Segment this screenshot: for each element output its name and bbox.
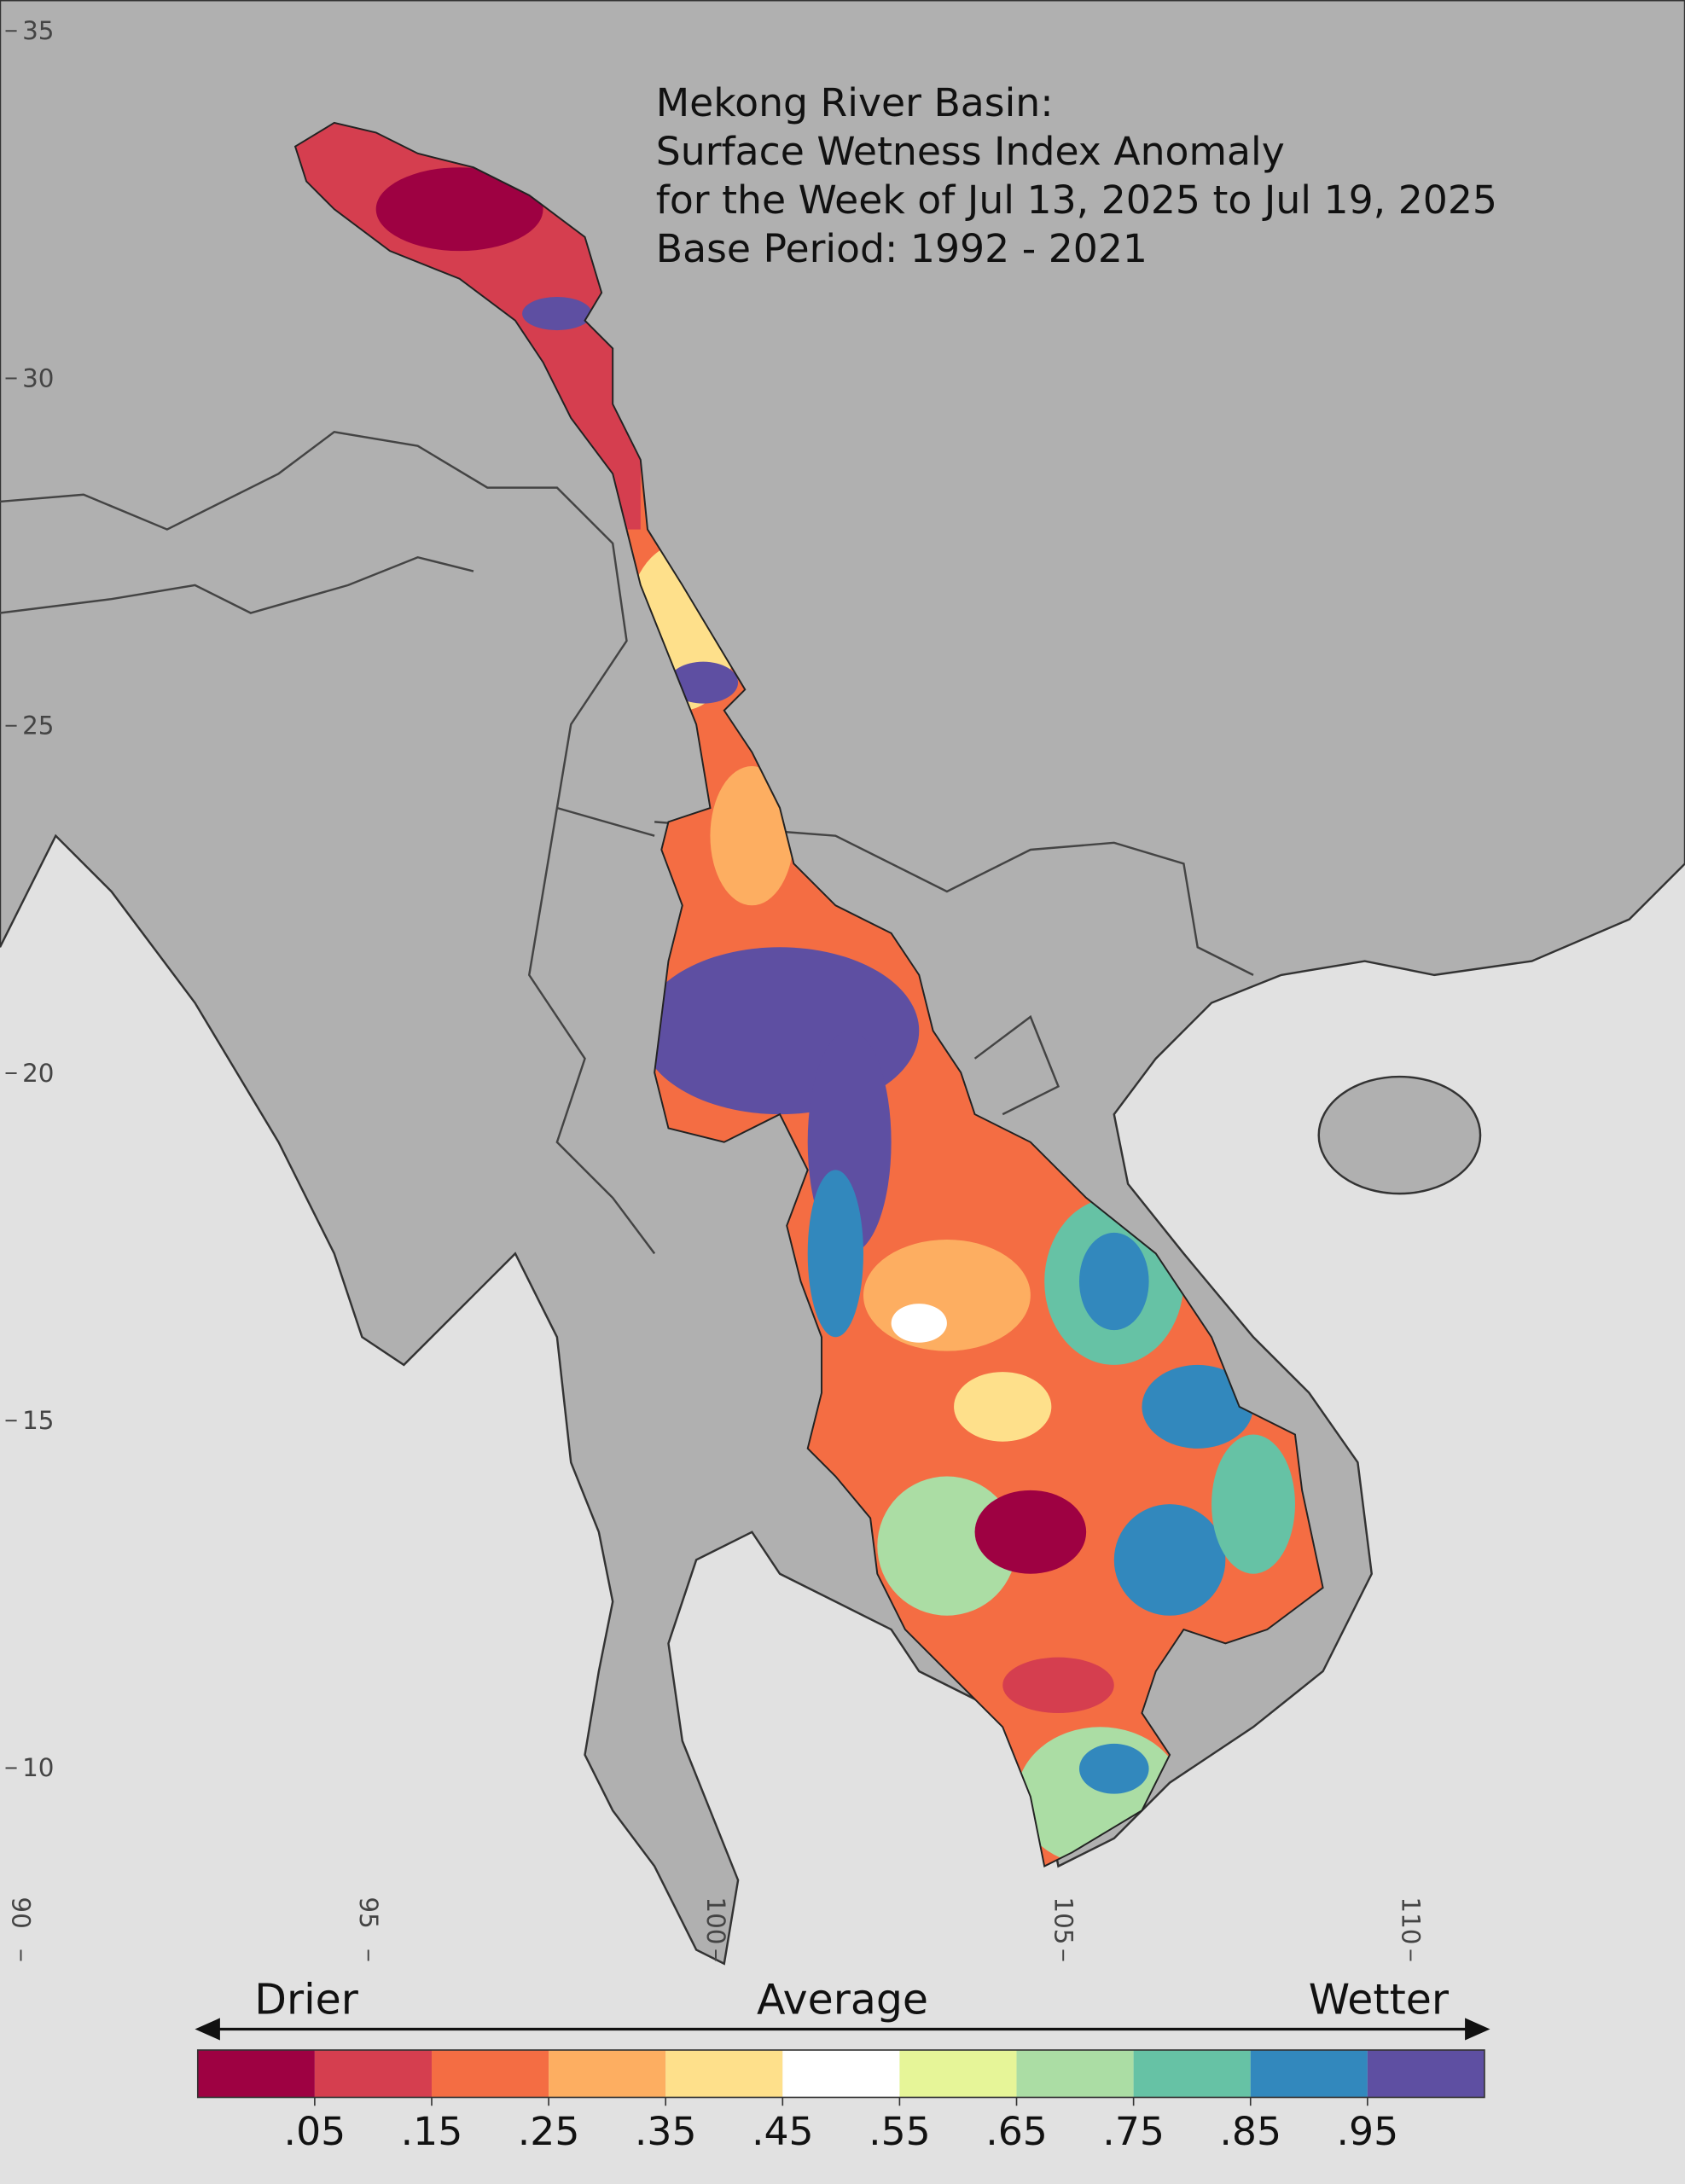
color-box xyxy=(197,2049,315,2098)
color-box xyxy=(314,2049,432,2098)
color-box xyxy=(549,2049,666,2098)
color-box xyxy=(665,2049,783,2098)
lon-tick-label: 95 xyxy=(354,1896,383,1928)
colorbar: Drier Average Wetter .05 .15 .25 .35 .45 .55.… xyxy=(195,1976,1490,2154)
lat-tick-label: 30 xyxy=(22,363,54,392)
title-block: Mekong River Basin:Surface Wetness Index… xyxy=(656,80,1497,271)
arrow-head xyxy=(1465,2018,1490,2041)
color-box xyxy=(1250,2049,1368,2098)
lat-tick-label: 25 xyxy=(22,712,54,741)
title-line: Surface Wetness Index Anomaly xyxy=(656,129,1285,174)
title-line: Base Period: 1992 - 2021 xyxy=(656,226,1148,271)
color-box xyxy=(899,2049,1017,2098)
colorbar-tick-label: .45 xyxy=(752,2109,814,2154)
colorbar-tick-label: .15 xyxy=(401,2109,463,2154)
lat-tick-label: 15 xyxy=(22,1406,54,1435)
lon-tick-label: 110 xyxy=(1397,1896,1426,1944)
color-box xyxy=(1016,2049,1134,2098)
arrow-head xyxy=(195,2018,220,2041)
colorbar-tick-label: .25 xyxy=(518,2109,580,2154)
title-line: Mekong River Basin: xyxy=(656,80,1054,125)
colorbar-tick-label: .65 xyxy=(985,2109,1048,2154)
color-box xyxy=(431,2049,549,2098)
colorbar-tick-label: .55 xyxy=(869,2109,931,2154)
color-box xyxy=(1133,2049,1251,2098)
lon-tick-label: 100 xyxy=(701,1896,730,1944)
colorbar-frame xyxy=(196,2049,1485,2099)
axis-ticks: 35 30 25 20 15 10 90 95 100 105 110 xyxy=(5,16,1426,1961)
colorbar-tick-label: .85 xyxy=(1219,2109,1281,2154)
average-label: Average xyxy=(757,1976,928,2024)
lat-tick-label: 10 xyxy=(22,1753,54,1782)
lat-tick-label: 20 xyxy=(22,1059,54,1088)
island xyxy=(1317,1075,1482,1195)
lat-tick-label: 35 xyxy=(22,16,54,45)
color-box xyxy=(1367,2049,1485,2098)
color-box xyxy=(782,2049,900,2098)
lon-tick-label: 90 xyxy=(7,1896,36,1928)
colorbar-tick-label: .95 xyxy=(1337,2109,1399,2154)
wetter-label: Wetter xyxy=(1309,1976,1450,2024)
colorbar-tick-label: .35 xyxy=(635,2109,697,2154)
lon-tick-label: 105 xyxy=(1049,1896,1078,1944)
colorbar-tick-label: .75 xyxy=(1102,2109,1165,2154)
drier-label: Drier xyxy=(254,1976,359,2024)
borders xyxy=(0,431,1281,1471)
title-line: for the Week of Jul 13, 2025 to Jul 19, … xyxy=(656,177,1497,223)
colorbar-tick-label: .05 xyxy=(284,2109,346,2154)
